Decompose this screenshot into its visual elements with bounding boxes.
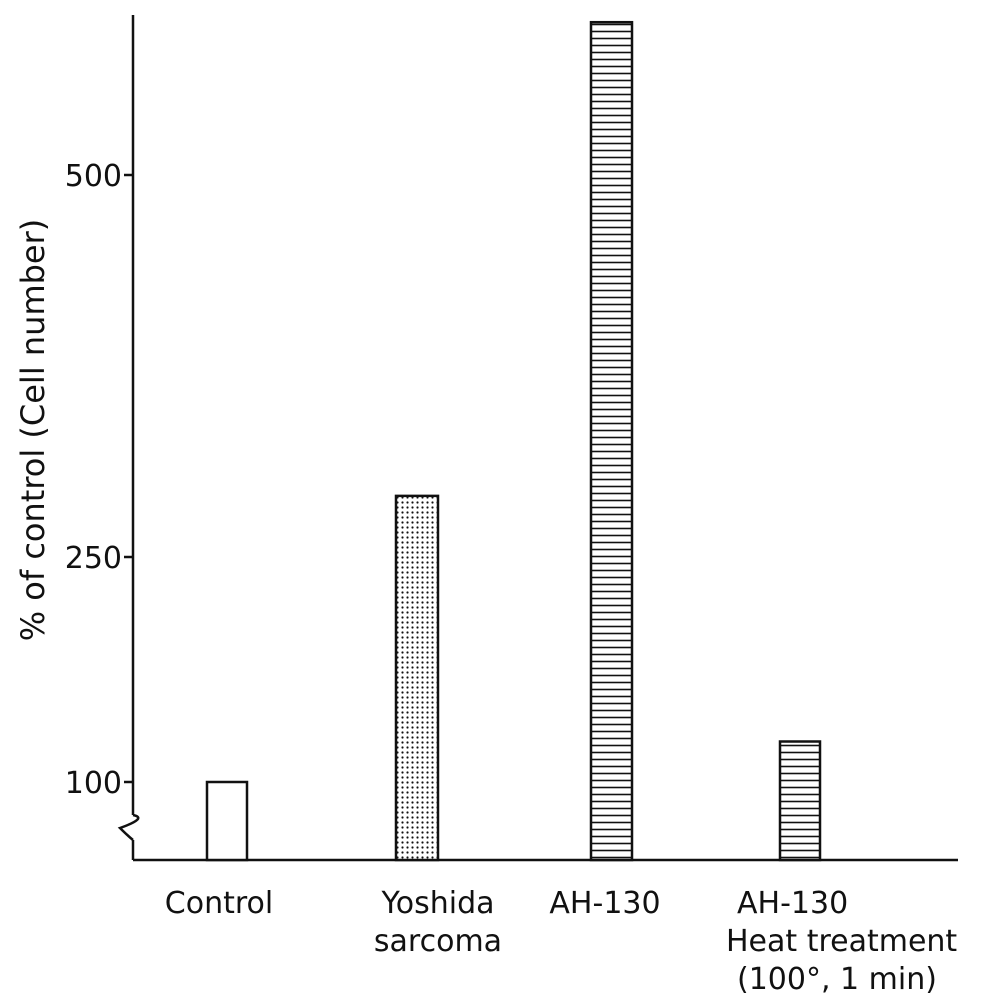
y-tick-label: 100: [65, 766, 122, 801]
bar-2: [589, 20, 634, 862]
y-tick-label: 250: [65, 541, 122, 576]
y-tick-label: 500: [65, 159, 122, 194]
y-ticks: 500 250 100: [65, 159, 133, 801]
category-label: AH-130: [737, 886, 848, 921]
bar-0: [205, 780, 249, 862]
category-label: Control: [165, 886, 273, 921]
category-label: AH-130: [549, 886, 660, 921]
bar-3: [778, 740, 822, 862]
y-axis-label: % of control (Cell number): [14, 219, 52, 642]
y-axis-break-mark: [117, 813, 140, 841]
category-label: Yoshida: [380, 886, 494, 921]
category-label: Heat treatment: [726, 924, 957, 959]
bar-1: [394, 494, 440, 862]
category-label: sarcoma: [374, 924, 502, 959]
bars: [205, 20, 822, 862]
category-label: (100°, 1 min): [737, 962, 937, 997]
y-axis: [117, 15, 140, 860]
